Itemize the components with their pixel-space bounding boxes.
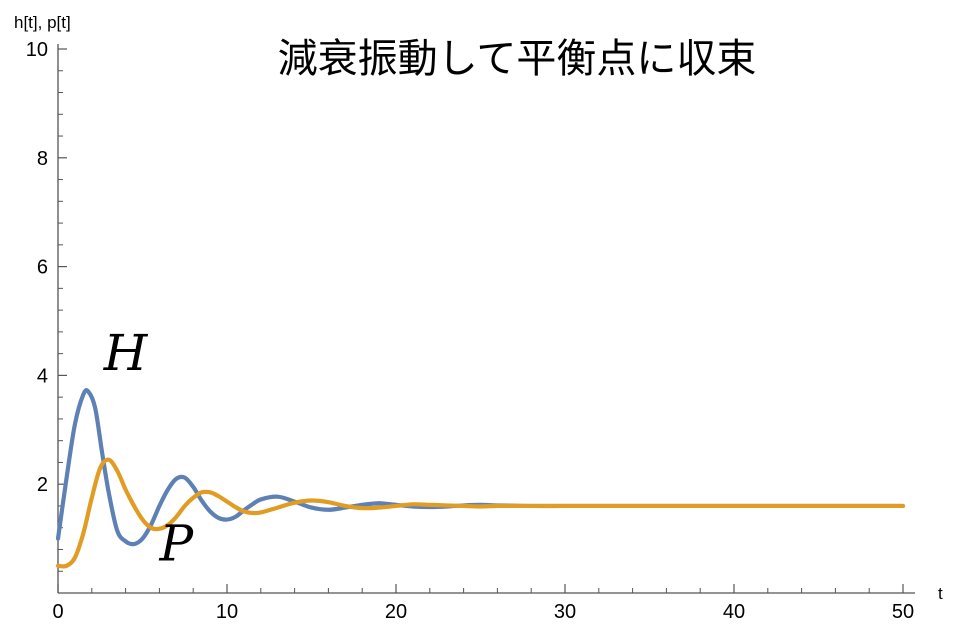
series-line-p: [55, 457, 906, 569]
y-tick-label: 8: [37, 148, 48, 170]
x-tick-label: 10: [216, 601, 238, 623]
chart-title: 減衰振動して平衡点に収束: [278, 36, 757, 82]
y-tick-label: 4: [37, 365, 48, 387]
x-tick-label: 0: [52, 601, 63, 623]
x-tick-label: 20: [385, 601, 407, 623]
y-tick-label: 2: [37, 474, 48, 496]
y-tick-label: 6: [37, 257, 48, 279]
x-tick-label: 50: [892, 601, 914, 623]
annotation-h: H: [103, 324, 149, 382]
axes: 0 10 20 30 40 50 2 4 6 8 10: [26, 39, 915, 623]
annotation-p: P: [158, 514, 194, 572]
y-tick-label: 10: [26, 39, 48, 61]
x-tick-label: 30: [554, 601, 576, 623]
x-axis-label: t: [938, 584, 943, 603]
y-axis-label: h[t], p[t]: [14, 13, 71, 32]
annotations: HP: [103, 324, 195, 572]
series-layer: [55, 388, 906, 569]
x-tick-label: 40: [723, 601, 745, 623]
